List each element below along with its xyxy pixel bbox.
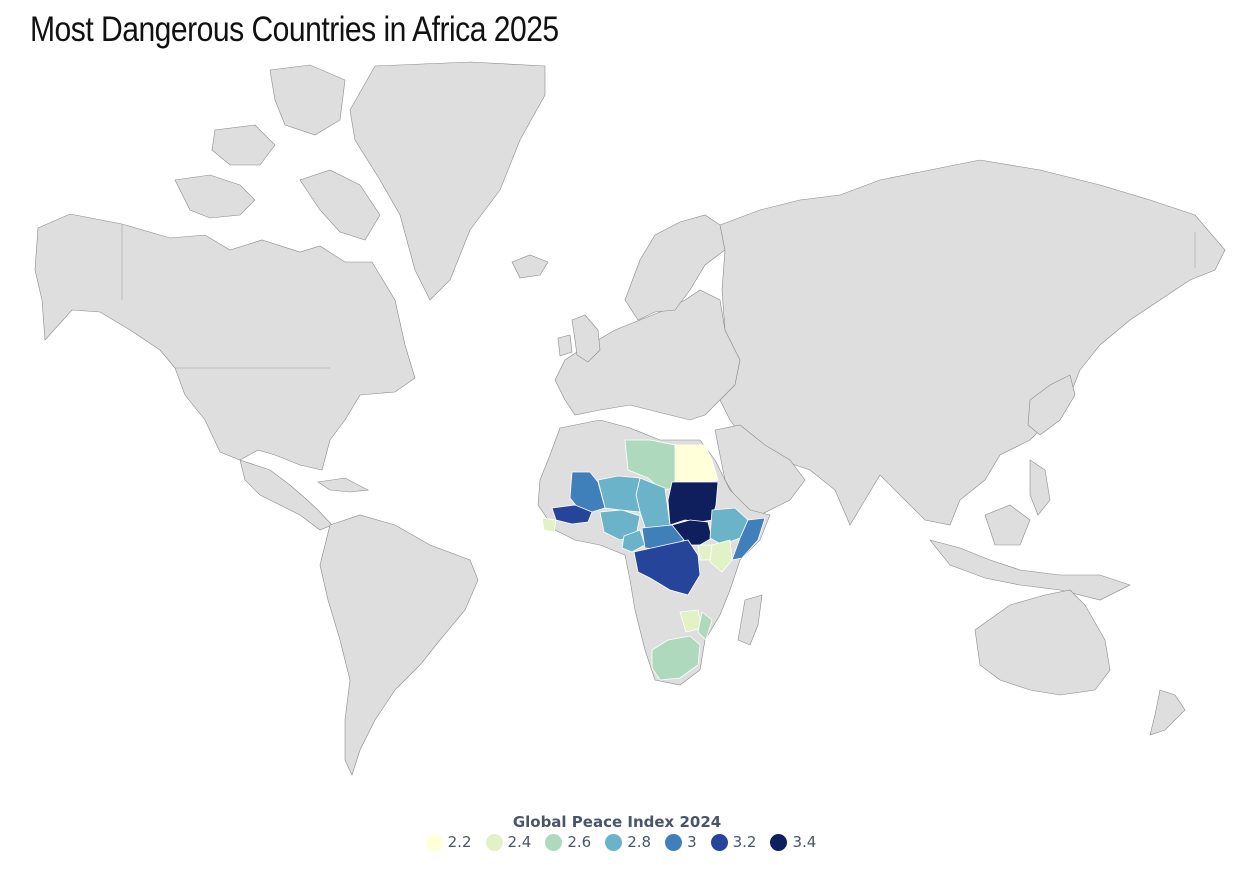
map-title: Most Dangerous Countries in Africa 2025 — [30, 10, 559, 49]
land-madagascar — [737, 594, 763, 646]
country-mozambique[interactable] — [697, 611, 713, 641]
legend-swatch — [665, 833, 683, 851]
legend-swatch — [485, 833, 503, 851]
land-central-america — [239, 459, 333, 531]
legend-items: 2.2 2.4 2.6 2.8 3 3.2 3.4 — [8, 833, 1234, 851]
land-north-america — [34, 213, 416, 471]
internal-borders — [121, 224, 1196, 369]
land-arctic-islands — [174, 174, 256, 219]
land-cuba — [317, 477, 370, 493]
country-somalia[interactable] — [731, 517, 766, 561]
legend-swatch — [710, 833, 728, 851]
country-uganda[interactable] — [697, 544, 713, 561]
land-ireland — [557, 334, 573, 357]
countries — [541, 439, 766, 681]
legend-item[interactable]: 3.4 — [770, 833, 816, 851]
legend-swatch — [425, 833, 443, 851]
land-asia — [719, 159, 1226, 526]
legend-item[interactable]: 2.8 — [605, 833, 651, 851]
legend-label: 3 — [687, 833, 697, 851]
land-britain — [571, 314, 601, 363]
land-south-america — [319, 514, 479, 776]
country-south-africa[interactable] — [651, 635, 701, 681]
legend-label: 3.4 — [792, 833, 817, 851]
legend-label: 2.4 — [507, 833, 532, 851]
legend-label: 2.6 — [567, 833, 592, 851]
country-sierra-leone[interactable] — [541, 517, 557, 533]
country-egypt[interactable] — [674, 444, 719, 483]
country-drc[interactable] — [633, 539, 701, 596]
country-libya[interactable] — [624, 439, 676, 491]
legend-swatch — [545, 833, 563, 851]
legend-item[interactable]: 2.2 — [425, 833, 472, 851]
land-new-zealand — [1149, 689, 1186, 736]
land-iceland — [511, 254, 549, 279]
land-victoria — [211, 124, 276, 166]
legend-swatch — [605, 833, 623, 851]
legend-item[interactable]: 2.4 — [485, 833, 532, 851]
land-japan — [1027, 374, 1076, 436]
legend: Global Peace Index 2024 2.2 2.4 2.6 2.8 3 3.2… — [0, 813, 1234, 851]
legend-label: 2.8 — [627, 833, 652, 851]
land-greenland — [349, 61, 546, 301]
land-indonesia — [929, 539, 1131, 601]
country-sudan[interactable] — [667, 481, 719, 526]
base-land — [34, 61, 1226, 776]
land-baffin — [299, 169, 381, 241]
legend-swatch — [770, 833, 788, 851]
country-mali[interactable] — [569, 471, 606, 513]
legend-label: 2.2 — [447, 833, 472, 851]
land-ellesmere — [269, 64, 346, 136]
country-niger[interactable] — [597, 475, 641, 513]
land-philippines — [1029, 459, 1051, 516]
legend-title: Global Peace Index 2024 — [512, 813, 722, 831]
legend-item[interactable]: 3.2 — [710, 833, 757, 851]
legend-label: 3.2 — [732, 833, 757, 851]
legend-item[interactable]: 3 — [665, 833, 697, 851]
country-cameroon[interactable] — [621, 529, 646, 553]
legend-item[interactable]: 2.6 — [545, 833, 591, 851]
land-borneo — [984, 504, 1031, 546]
land-australia — [974, 589, 1111, 696]
